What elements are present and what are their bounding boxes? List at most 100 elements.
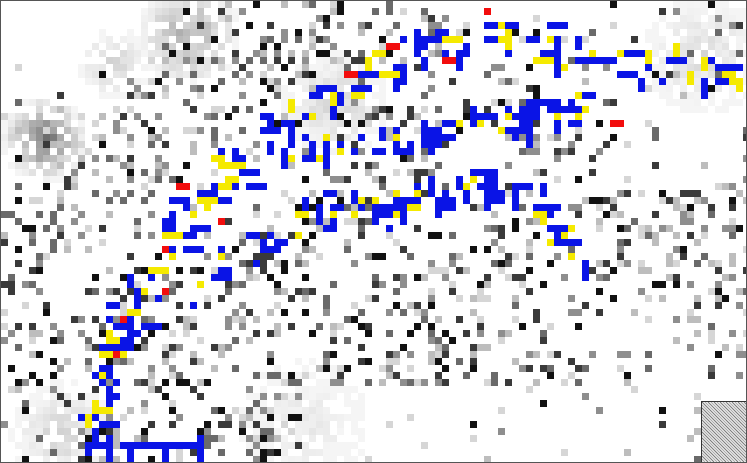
terrain-cell (708, 92, 715, 99)
grey-cell (295, 442, 302, 449)
grey-cell (141, 92, 148, 99)
grey-cell (99, 428, 106, 435)
grey-cell (589, 29, 596, 36)
grey-cell (22, 407, 29, 414)
blue-cell (547, 211, 554, 218)
terrain-cell (309, 134, 316, 141)
grey-cell (687, 344, 694, 351)
terrain-cell (225, 8, 232, 15)
grey-cell (428, 22, 435, 29)
grey-cell (428, 232, 435, 239)
grey-cell (617, 211, 624, 218)
grey-cell (302, 71, 309, 78)
grey-cell (421, 8, 428, 15)
blue-cell (316, 218, 323, 225)
grey-cell (533, 134, 540, 141)
terrain-cell (302, 428, 309, 435)
grey-cell (239, 323, 246, 330)
grey-cell (218, 435, 225, 442)
terrain-cell (106, 36, 113, 43)
yellow-cell (162, 232, 169, 239)
blue-cell (463, 43, 470, 50)
terrain-cell (687, 8, 694, 15)
grey-cell (302, 274, 309, 281)
grey-cell (295, 253, 302, 260)
blue-cell (540, 204, 561, 211)
grey-cell (29, 323, 36, 330)
grey-cell (260, 428, 267, 435)
terrain-cell (43, 386, 50, 393)
grey-cell (680, 246, 687, 253)
grey-cell (120, 309, 127, 316)
grey-cell (141, 435, 148, 442)
terrain-cell (666, 85, 673, 92)
grey-cell (267, 85, 274, 92)
terrain-cell (57, 176, 64, 183)
terrain-cell (736, 43, 743, 50)
grey-cell (610, 295, 617, 302)
grey-cell (554, 148, 561, 155)
grey-cell (302, 239, 309, 246)
inset-thumbnail[interactable] (701, 401, 746, 462)
terrain-cell (71, 379, 78, 386)
grey-cell (253, 50, 260, 57)
terrain-cell (113, 43, 120, 50)
grey-cell (134, 113, 141, 120)
grey-cell (22, 456, 29, 462)
grey-cell (400, 309, 407, 316)
grey-cell (337, 134, 344, 141)
grey-cell (253, 239, 260, 246)
grey-cell (526, 85, 533, 92)
grey-cell (253, 456, 260, 462)
terrain-cell (85, 407, 92, 414)
grey-cell (449, 288, 456, 295)
blue-cell (533, 99, 540, 106)
yellow-cell (113, 337, 120, 344)
grey-cell (554, 134, 561, 141)
yellow-cell (547, 36, 554, 43)
grey-cell (239, 316, 246, 323)
blue-cell (456, 50, 463, 71)
grey-cell (421, 92, 428, 99)
terrain-cell (8, 428, 15, 435)
terrain-cell (274, 400, 281, 407)
yellow-cell (442, 36, 456, 43)
grey-cell (582, 393, 589, 400)
blue-cell (127, 316, 134, 337)
grey-cell (36, 435, 43, 442)
grey-cell (652, 232, 659, 239)
grey-cell (372, 274, 379, 281)
terrain-cell (197, 29, 204, 36)
terrain-cell (316, 57, 323, 64)
grey-cell (260, 253, 267, 260)
grey-cell (218, 344, 225, 351)
terrain-cell (162, 50, 169, 57)
terrain-cell (302, 393, 309, 400)
terrain-cell (323, 57, 330, 64)
grey-cell (624, 225, 631, 232)
yellow-cell (575, 92, 582, 99)
grey-cell (267, 78, 274, 85)
terrain-cell (316, 71, 323, 78)
terrain-cell (701, 1, 708, 8)
terrain-cell (652, 50, 659, 57)
grey-cell (337, 365, 344, 372)
terrain-cell (323, 386, 330, 393)
grey-cell (15, 197, 22, 204)
grey-cell (295, 379, 302, 386)
grey-cell (295, 29, 302, 36)
terrain-cell (127, 36, 134, 43)
grey-cell (540, 169, 547, 176)
hatch-line (702, 437, 727, 462)
grey-cell (554, 155, 561, 162)
terrain-cell (36, 442, 43, 449)
blue-cell (701, 78, 708, 99)
grey-cell (274, 449, 281, 456)
grey-cell (624, 239, 631, 246)
yellow-cell (393, 190, 400, 197)
terrain-cell (309, 400, 316, 407)
blue-cell (456, 50, 470, 57)
blue-cell (260, 127, 281, 134)
grey-cell (428, 267, 435, 274)
